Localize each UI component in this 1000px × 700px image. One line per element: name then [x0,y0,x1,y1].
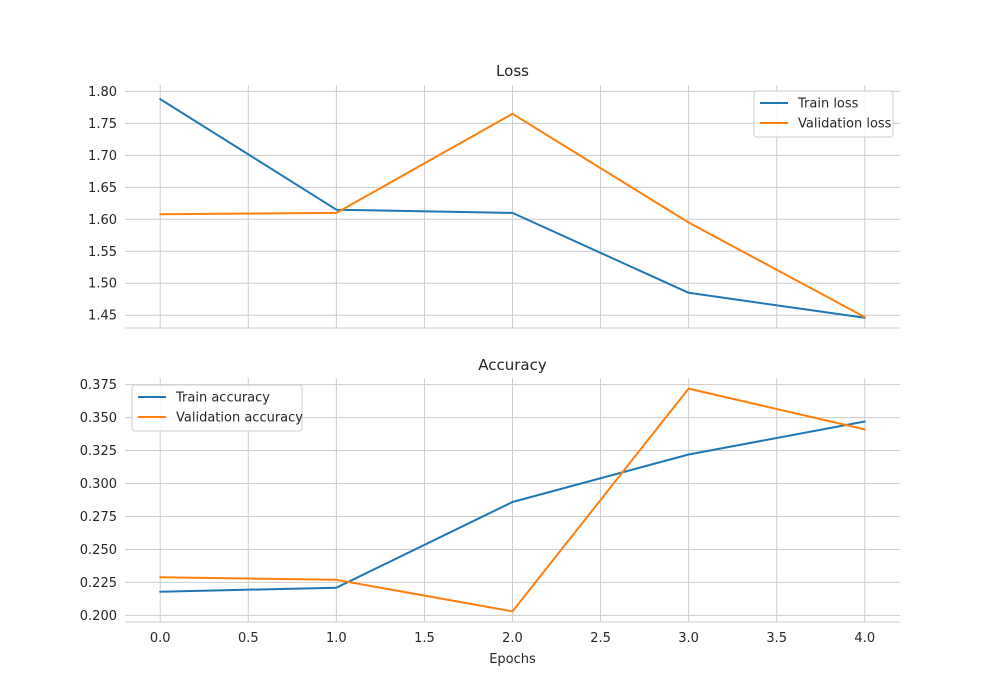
loss-chart: 1.45 1.50 1.55 1.60 1.65 1.70 1.75 1.80 Loss Trai… [88,62,900,329]
legend-label: Validation loss [798,117,892,132]
y-tick-label: 0.325 [80,444,117,459]
legend-label: Train loss [797,97,859,112]
chart-title: Loss [496,62,529,80]
series-line-validation-accuracy [159,387,866,613]
x-tick-label: 3.0 [678,631,699,646]
legend-frame [753,90,894,138]
y-tick-label: 1.75 [88,117,117,132]
y-tick-label: 1.70 [88,149,117,164]
y-tick-label: 0.250 [80,543,117,558]
legend-frame [131,384,303,432]
x-tick-label: 1.0 [326,631,347,646]
y-tick-label: 1.65 [88,181,117,196]
y-tick-label: 1.60 [88,213,117,228]
legend: Train loss Validation loss [753,90,894,138]
legend-label: Validation accuracy [176,411,303,426]
y-tick-label: 0.225 [80,576,117,591]
x-tick-label: 1.5 [414,631,435,646]
y-tick-label: 1.55 [88,245,117,260]
y-tick-label: 0.300 [80,477,117,492]
accuracy-chart: 0.0 0.5 1.0 1.5 2.0 2.5 3.0 3.5 4.0 0.200 0.225 0.2… [80,356,900,667]
series-line-validation-loss [159,112,866,319]
legend-label: Train accuracy [175,391,270,406]
legend: Train accuracy Validation accuracy [131,384,303,432]
chart-title: Accuracy [478,356,547,374]
y-tick-label: 1.45 [88,309,117,324]
series-line-train-accuracy [159,420,866,593]
x-tick-label: 2.0 [502,631,523,646]
x-tick-label: 3.5 [766,631,787,646]
x-tick-label: 4.0 [854,631,875,646]
series-line-train-loss [159,98,866,319]
x-axis-label: Epochs [489,652,536,667]
x-tick-label: 2.5 [590,631,611,646]
y-tick-label: 0.275 [80,510,117,525]
x-tick-label: 0.5 [238,631,259,646]
y-tick-label: 0.200 [80,609,117,624]
x-tick-label: 0.0 [150,631,171,646]
y-tick-label: 1.50 [88,277,117,292]
y-tick-label: 0.375 [80,378,117,393]
y-tick-label: 0.350 [80,411,117,426]
y-tick-label: 1.80 [88,85,117,100]
